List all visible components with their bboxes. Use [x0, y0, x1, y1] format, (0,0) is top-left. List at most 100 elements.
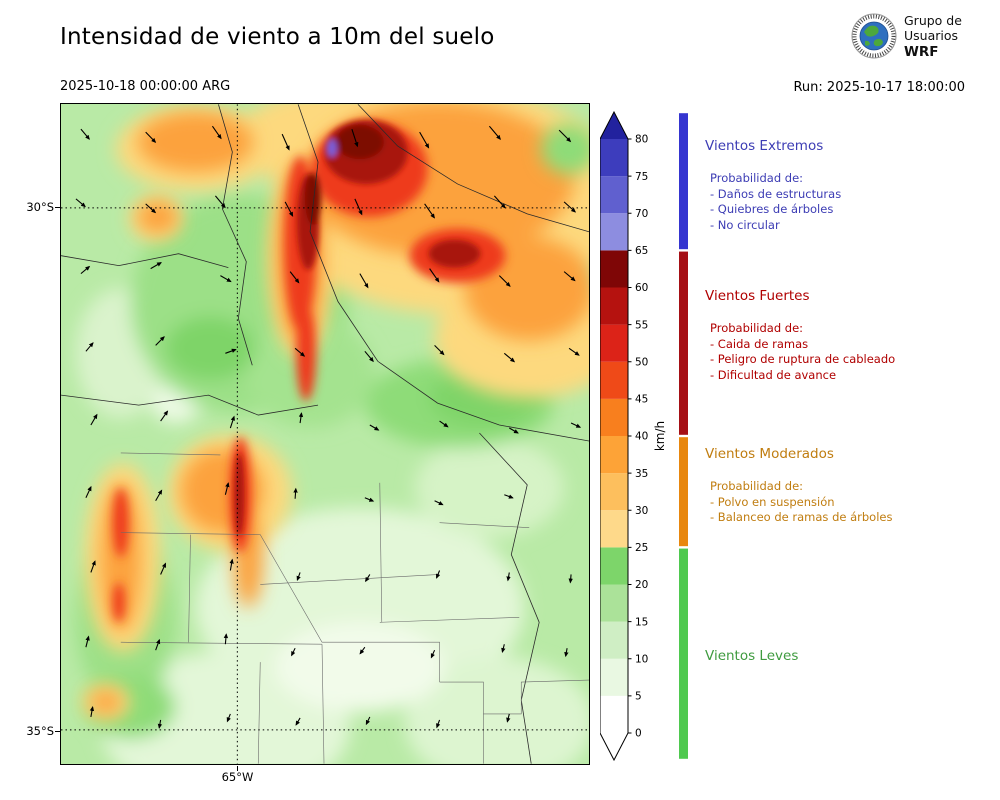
wind-arrow — [564, 648, 569, 658]
colorbar-tick-label: 70 — [635, 208, 648, 220]
wind-arrow — [289, 271, 300, 284]
wind-arrow — [291, 647, 296, 657]
colorbar-tick-label: 55 — [635, 319, 648, 331]
wind-arrow — [568, 347, 580, 356]
wind-arrow — [430, 649, 436, 659]
wind-arrow — [85, 485, 92, 498]
wind-arrow — [229, 558, 234, 571]
wind-arrows — [75, 125, 582, 729]
legend-category-title: Vientos Moderados — [705, 446, 834, 462]
wind-arrow — [223, 633, 229, 645]
wind-arrow — [434, 344, 445, 356]
wind-arrow — [351, 128, 359, 148]
wind-arrow — [509, 427, 519, 434]
globe-icon — [851, 13, 897, 59]
wind-arrow — [434, 500, 444, 506]
wind-arrow — [155, 638, 161, 651]
wind-arrow — [89, 706, 95, 718]
legend-item: - Daños de estructuras — [710, 186, 842, 201]
legend-item: - No circular — [710, 217, 780, 232]
valid-datetime: 2025-10-18 00:00:00 ARG — [60, 79, 231, 94]
wind-arrow — [429, 268, 440, 283]
wind-arrow — [424, 203, 435, 219]
wrf-logo: Grupo de Usuarios WRF — [851, 13, 962, 60]
legend-category-0: Vientos Extremos Probabilidad de: - Daños … — [705, 138, 841, 233]
lat-label-35s: 35°S — [26, 724, 54, 738]
colorbar-tick-label: 15 — [635, 616, 648, 628]
logo-line-1: Grupo de — [904, 13, 962, 28]
wind-arrow — [369, 424, 380, 431]
wind-arrow — [214, 195, 226, 209]
wind-arrow — [493, 195, 506, 209]
colorbar-tick-label: 10 — [635, 653, 648, 665]
wind-arrow — [488, 125, 501, 140]
axis-tick — [55, 207, 60, 208]
logo-line-2: Usuarios — [904, 28, 959, 44]
wind-arrow — [498, 275, 511, 287]
colorbar-tick-label: 0 — [635, 728, 642, 740]
wind-arrow — [224, 482, 230, 495]
legend-item: - Dificultad de avance — [710, 367, 837, 382]
colorbar-tick-label: 65 — [635, 245, 648, 257]
lon-label-65w: 65°W — [221, 770, 254, 784]
wind-arrow — [365, 574, 371, 583]
wind-arrow — [563, 201, 577, 213]
wind-arrow — [145, 131, 157, 143]
lat-label-30s: 30°S — [26, 200, 54, 214]
colorbar-tick-label: 30 — [635, 505, 648, 517]
axis-tick — [237, 766, 238, 771]
wind-arrow — [281, 133, 290, 151]
legend-category-3: Vientos Leves — [705, 648, 798, 681]
wind-arrow — [155, 489, 163, 502]
wind-arrow — [155, 336, 165, 346]
department-borders — [120, 452, 589, 764]
legend-item: - Balanceo de ramas de árboles — [710, 510, 893, 525]
colorbar-tick-label: 80 — [635, 134, 648, 146]
axis-tick — [55, 731, 60, 732]
wind-arrow — [160, 562, 166, 575]
colorbar-tick-label: 45 — [635, 394, 648, 406]
wind-arrow — [80, 128, 90, 140]
wind-arrow — [225, 348, 237, 354]
wind-map — [60, 103, 590, 765]
wind-arrow — [506, 572, 511, 582]
wind-arrow — [145, 203, 157, 214]
colorbar-tick-label: 25 — [635, 542, 648, 554]
category-bar — [679, 110, 688, 766]
wind-arrow — [364, 350, 374, 363]
colorbar-tick-label: 35 — [635, 468, 648, 480]
colorbar-tick-label: 50 — [635, 356, 648, 368]
wind-arrow — [436, 719, 441, 729]
wind-arrow — [284, 201, 294, 217]
colorbar: 0 5 10 15 20 25 30 35 40 45 50 55 60 65 70 75 80 km/h — [599, 110, 680, 770]
wind-arrow — [90, 560, 96, 573]
wind-arrow — [558, 129, 572, 143]
wind-arrow — [298, 412, 304, 424]
wind-arrow — [226, 713, 231, 723]
wind-field-plot — [61, 104, 589, 764]
wind-arrow — [365, 716, 371, 726]
page-title: Intensidad de viento a 10m del suelo — [60, 24, 495, 50]
wind-field-light — [75, 193, 589, 764]
wind-arrow — [359, 646, 366, 655]
colorbar-unit-label: km/h — [653, 421, 667, 451]
wind-legend: Vientos Extremos Probabilidad de: - Daños … — [705, 0, 995, 800]
colorbar-scale — [599, 110, 629, 762]
legend-probability-label: Probabilidad de: — [710, 479, 804, 493]
legend-probability-label: Probabilidad de: — [710, 321, 804, 335]
colorbar-tick-label: 60 — [635, 282, 648, 294]
wind-arrow — [85, 635, 90, 648]
legend-item: - Polvo en suspensión — [710, 494, 835, 509]
wind-arrow — [85, 342, 94, 352]
run-datetime: Run: 2025-10-17 18:00:00 — [793, 80, 965, 95]
colorbar-tick-label: 40 — [635, 431, 648, 443]
wind-arrow — [150, 262, 162, 270]
colorbar-tick-label: 5 — [635, 691, 642, 703]
category-bar-segment — [679, 113, 688, 250]
wind-arrow — [570, 422, 582, 428]
legend-category-1: Vientos Fuertes Probabilidad de: - Caida d… — [705, 288, 895, 383]
colorbar-tick-label: 20 — [635, 579, 648, 591]
wind-arrow — [364, 497, 375, 502]
wind-arrow — [568, 574, 573, 584]
legend-category-title: Vientos Leves — [705, 648, 799, 664]
